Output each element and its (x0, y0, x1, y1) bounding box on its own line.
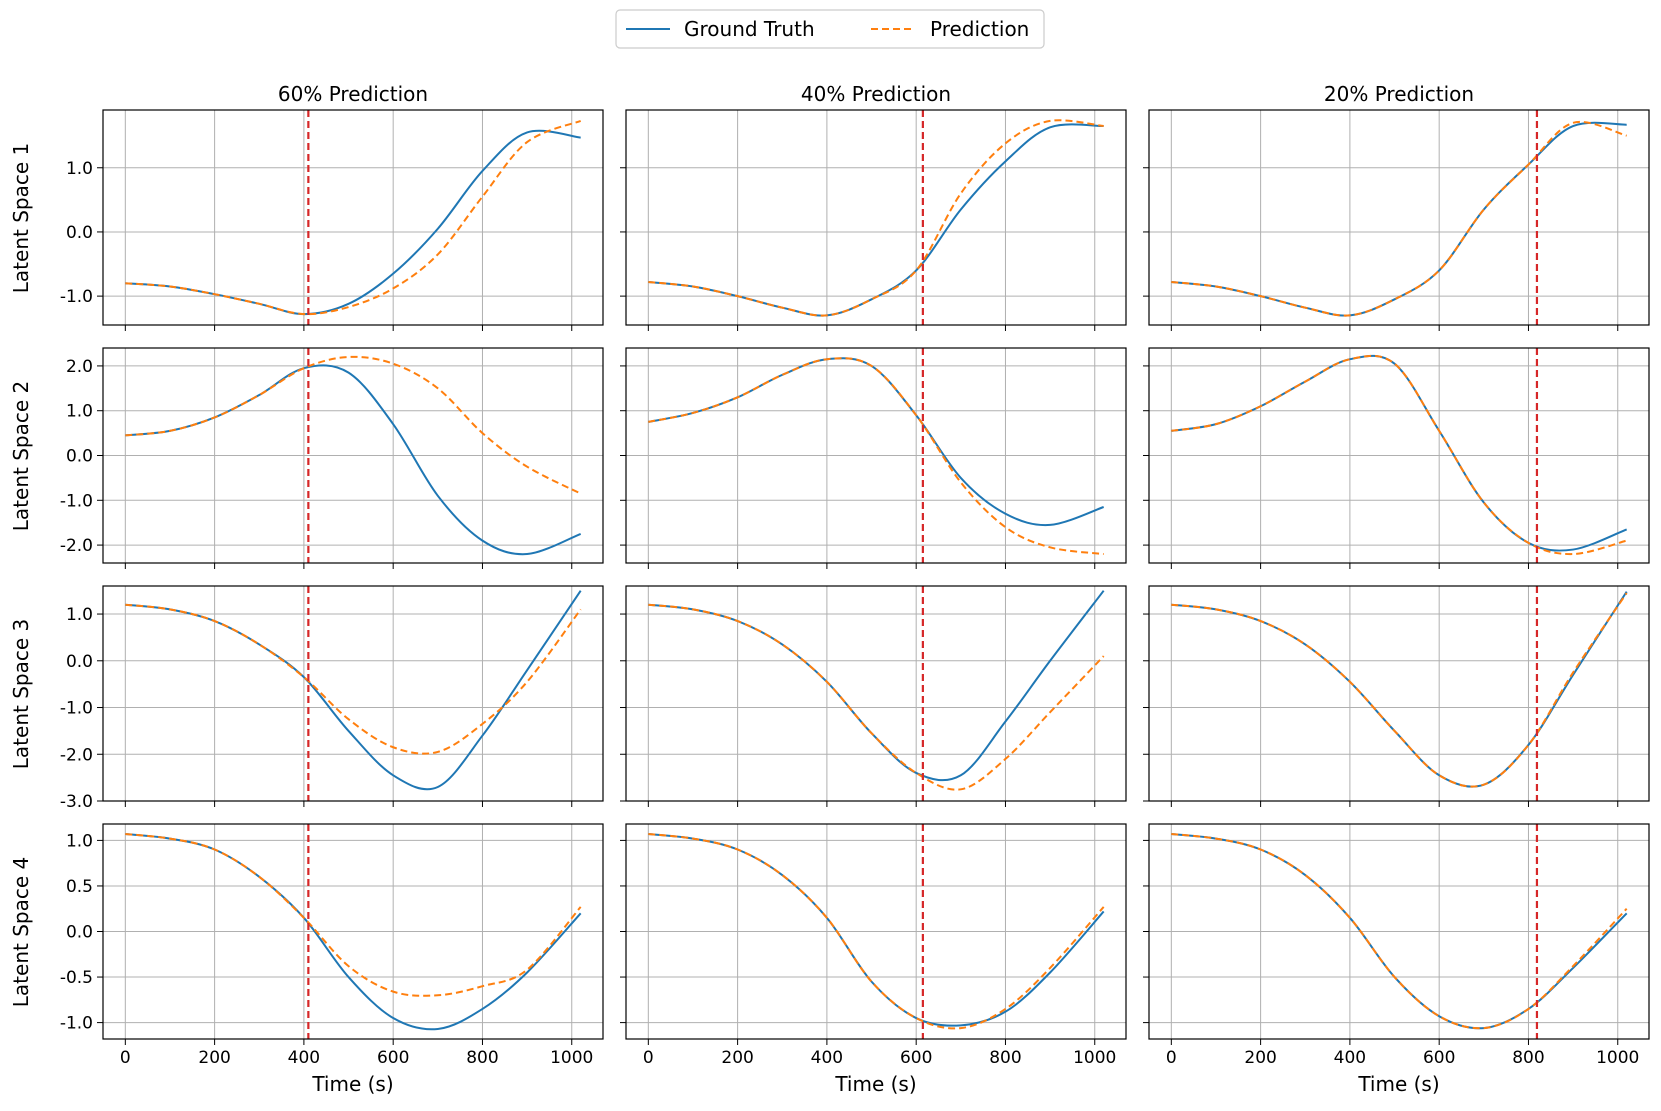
row-label-latent-3: Latent Space 3 (9, 619, 33, 769)
y-tick-label: 0.0 (66, 447, 93, 467)
panel-frame-r3-c1 (102, 585, 604, 802)
y-tick-label: -1.0 (60, 491, 93, 511)
x-tick-label: 600 (900, 1048, 932, 1068)
x-tick-label: 200 (721, 1048, 753, 1068)
plot-area-r3-c3 (1149, 586, 1649, 801)
x-axis-title-col1: Time (s) (311, 1072, 393, 1096)
plot-area-r1-c3 (1149, 110, 1649, 325)
panel-frame-r2-c3 (1148, 347, 1650, 564)
x-tick-label: 600 (1423, 1048, 1455, 1068)
y-tick-label: 1.0 (66, 402, 93, 422)
series-prediction-r2-c1 (125, 355, 582, 495)
y-tick-label: -1.0 (60, 699, 93, 719)
panel-frame-r3-c3 (1148, 585, 1650, 802)
x-tick-label: 400 (288, 1048, 320, 1068)
panel-r1-c1: -1.0 0.0 1.0 (60, 109, 604, 331)
x-tick-label: 600 (377, 1048, 409, 1068)
panel-frame-r1-c2 (625, 109, 1127, 326)
series-prediction-r4-c3 (1171, 833, 1628, 1030)
panel-frame-r4-c3 (1148, 823, 1650, 1040)
panel-r1-c2 (620, 109, 1127, 331)
series-prediction-r3-c2 (648, 603, 1105, 791)
row-label-latent-2: Latent Space 2 (9, 381, 33, 531)
x-tick-label: 1000 (1073, 1048, 1116, 1068)
x-tick-label: 200 (1244, 1048, 1276, 1068)
series-prediction-r3-c3 (1171, 592, 1628, 788)
x-tick-label: 400 (811, 1048, 843, 1068)
panel-r3-c2 (620, 585, 1127, 807)
row-label-latent-1: Latent Space 1 (9, 143, 33, 293)
y-tick-label: 0.0 (66, 652, 93, 672)
plot-area-r3-c2 (626, 586, 1126, 801)
y-tick-label: -1.0 (60, 1014, 93, 1034)
panel-frame-r1-c1 (102, 109, 604, 326)
panels-layer: -1.00.01.0-2.0-1.00.01.02.0-3.0-2.0-1.00… (60, 109, 1650, 1068)
y-tick-label: 1.0 (66, 605, 93, 625)
y-tick-label: -2.0 (60, 536, 93, 556)
x-tick-label: 800 (989, 1048, 1021, 1068)
x-tick-label: 0 (643, 1048, 654, 1068)
legend-label-ground-truth: Ground Truth (684, 17, 815, 41)
plot-area-r3-c1 (103, 586, 603, 801)
x-tick-label: 0 (1166, 1048, 1177, 1068)
panel-frame-r4-c1 (102, 823, 604, 1040)
y-tick-label: 1.0 (66, 159, 93, 179)
x-axis-title-col3: Time (s) (1357, 1072, 1439, 1096)
panel-r4-c1: 0 200 400 600 800 1000 -1.0 -0.5 0.0 0.5 1.0 (60, 823, 604, 1068)
y-tick-label: 0.5 (66, 877, 93, 897)
series-prediction-r2-c2 (648, 357, 1104, 556)
x-tick-label: 1000 (1596, 1048, 1639, 1068)
series-prediction-r1-c1 (125, 119, 582, 316)
y-tick-label: 0.0 (66, 923, 93, 943)
panel-frame-r2-c2 (625, 347, 1127, 564)
panel-r4-c3: 0 200 400 600 800 1000 (1143, 823, 1650, 1068)
panel-r3-c3 (1143, 585, 1650, 807)
x-tick-label: 800 (466, 1048, 498, 1068)
legend-label-prediction: Prediction (930, 17, 1029, 41)
legend: Ground Truth Prediction (615, 9, 1045, 49)
panel-frame-r2-c1 (102, 347, 604, 564)
column-title-40: 40% Prediction (801, 82, 951, 106)
x-axis-title-col2: Time (s) (834, 1072, 916, 1096)
y-tick-label: -0.5 (60, 968, 93, 988)
y-tick-label: -3.0 (60, 792, 93, 812)
y-tick-label: -2.0 (60, 745, 93, 765)
x-tick-label: 400 (1334, 1048, 1366, 1068)
panel-r2-c1: -2.0 -1.0 0.0 1.0 2.0 (60, 347, 604, 569)
x-tick-label: 0 (120, 1048, 131, 1068)
series-prediction-r3-c1 (125, 603, 582, 755)
panel-r1-c3 (1143, 109, 1650, 331)
y-tick-label: 1.0 (66, 831, 93, 851)
panel-frame-r1-c3 (1148, 109, 1650, 326)
plot-area-r1-c2 (626, 110, 1126, 325)
x-tick-label: 200 (198, 1048, 230, 1068)
panel-frame-r4-c2 (625, 823, 1127, 1040)
series-prediction-r1-c2 (648, 119, 1104, 317)
legend-box (615, 9, 1045, 49)
column-title-20: 20% Prediction (1324, 82, 1474, 106)
panel-frame-r3-c2 (625, 585, 1127, 802)
series-prediction-r4-c2 (648, 833, 1105, 1030)
panel-r3-c1: -3.0 -2.0 -1.0 0.0 1.0 (60, 585, 604, 812)
row-label-latent-4: Latent Space 4 (9, 857, 33, 1007)
panel-r2-c2 (620, 347, 1127, 569)
y-tick-label: 0.0 (66, 223, 93, 243)
column-title-60: 60% Prediction (278, 82, 428, 106)
x-tick-label: 800 (1512, 1048, 1544, 1068)
panel-r4-c2: 0 200 400 600 800 1000 (620, 823, 1127, 1068)
series-prediction-r4-c1 (125, 833, 582, 997)
series-prediction-r1-c3 (1171, 120, 1627, 317)
y-tick-label: -1.0 (60, 287, 93, 307)
x-tick-label: 1000 (550, 1048, 593, 1068)
y-tick-label: 2.0 (66, 357, 93, 377)
panel-r2-c3 (1143, 347, 1650, 569)
